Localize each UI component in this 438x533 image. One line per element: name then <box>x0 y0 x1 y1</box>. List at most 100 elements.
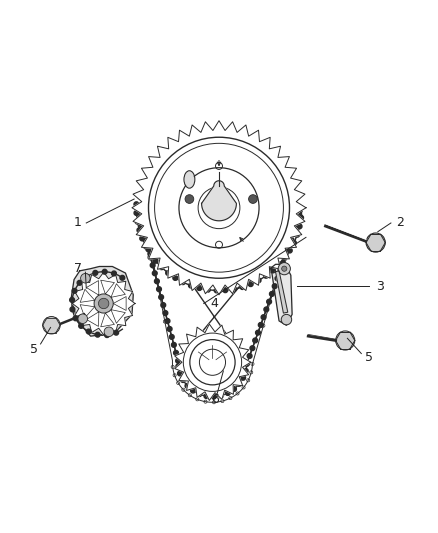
Circle shape <box>232 386 237 391</box>
Circle shape <box>134 123 304 293</box>
Circle shape <box>299 215 304 220</box>
Circle shape <box>165 319 170 324</box>
Circle shape <box>155 279 159 284</box>
Circle shape <box>173 276 178 280</box>
Circle shape <box>81 273 90 283</box>
Circle shape <box>144 239 148 244</box>
Circle shape <box>140 223 145 228</box>
Polygon shape <box>132 120 306 295</box>
Circle shape <box>153 259 158 263</box>
Circle shape <box>177 371 182 376</box>
Circle shape <box>43 317 60 334</box>
Circle shape <box>278 263 290 275</box>
Circle shape <box>173 350 178 355</box>
Circle shape <box>244 361 249 366</box>
Circle shape <box>134 211 139 215</box>
Circle shape <box>226 391 230 395</box>
Circle shape <box>244 361 249 366</box>
Circle shape <box>150 263 155 268</box>
Circle shape <box>180 280 185 285</box>
Circle shape <box>297 214 302 219</box>
Text: 1: 1 <box>74 216 81 230</box>
Circle shape <box>289 237 294 242</box>
Circle shape <box>70 307 75 312</box>
Circle shape <box>281 314 292 325</box>
Circle shape <box>135 219 140 224</box>
Circle shape <box>277 262 282 267</box>
Text: 5: 5 <box>30 343 38 356</box>
Circle shape <box>264 273 268 278</box>
Circle shape <box>232 287 237 292</box>
Circle shape <box>144 244 148 249</box>
Circle shape <box>204 394 209 399</box>
Circle shape <box>250 346 255 351</box>
Circle shape <box>286 245 291 250</box>
Circle shape <box>94 294 113 313</box>
Polygon shape <box>270 264 292 325</box>
Circle shape <box>197 392 202 397</box>
Text: 7: 7 <box>74 262 81 275</box>
Circle shape <box>249 195 257 204</box>
Circle shape <box>148 137 290 278</box>
Polygon shape <box>86 312 99 326</box>
Circle shape <box>197 286 202 290</box>
Polygon shape <box>113 296 126 310</box>
Circle shape <box>93 270 98 275</box>
Circle shape <box>256 278 261 282</box>
Circle shape <box>191 388 195 393</box>
Circle shape <box>275 276 280 281</box>
Circle shape <box>190 340 235 385</box>
Circle shape <box>78 314 88 324</box>
Text: 4: 4 <box>211 297 219 310</box>
Text: 3: 3 <box>376 280 384 293</box>
Circle shape <box>237 382 242 386</box>
Circle shape <box>148 252 153 256</box>
Circle shape <box>278 268 283 273</box>
Circle shape <box>336 331 355 350</box>
Circle shape <box>112 271 117 276</box>
Circle shape <box>99 298 109 309</box>
Circle shape <box>185 383 190 388</box>
Circle shape <box>366 233 385 252</box>
Circle shape <box>159 265 164 270</box>
Circle shape <box>102 269 107 274</box>
Circle shape <box>79 324 84 328</box>
Circle shape <box>138 215 142 220</box>
Circle shape <box>223 288 228 293</box>
Circle shape <box>135 207 140 212</box>
Circle shape <box>159 295 163 300</box>
Circle shape <box>163 311 168 316</box>
Circle shape <box>104 327 114 336</box>
Circle shape <box>247 353 252 358</box>
Circle shape <box>272 284 277 288</box>
Circle shape <box>148 255 153 260</box>
Circle shape <box>176 358 180 363</box>
Circle shape <box>172 343 176 348</box>
Circle shape <box>176 364 181 369</box>
Circle shape <box>253 338 258 343</box>
Polygon shape <box>276 271 288 313</box>
Circle shape <box>283 255 287 260</box>
Circle shape <box>86 329 91 334</box>
Circle shape <box>256 330 260 335</box>
Circle shape <box>189 283 193 288</box>
Circle shape <box>214 288 219 293</box>
Text: 6: 6 <box>211 393 219 406</box>
Circle shape <box>219 393 223 398</box>
Circle shape <box>72 288 77 293</box>
Circle shape <box>70 297 74 302</box>
Circle shape <box>292 230 297 235</box>
Circle shape <box>269 292 274 296</box>
Circle shape <box>281 261 286 265</box>
Circle shape <box>282 266 287 271</box>
Circle shape <box>77 280 82 285</box>
Polygon shape <box>80 305 95 318</box>
Circle shape <box>295 232 300 237</box>
Circle shape <box>295 222 299 227</box>
Polygon shape <box>201 181 237 221</box>
Circle shape <box>105 333 110 337</box>
Circle shape <box>170 335 174 340</box>
Circle shape <box>283 253 288 257</box>
Ellipse shape <box>185 172 194 188</box>
Circle shape <box>167 327 172 332</box>
